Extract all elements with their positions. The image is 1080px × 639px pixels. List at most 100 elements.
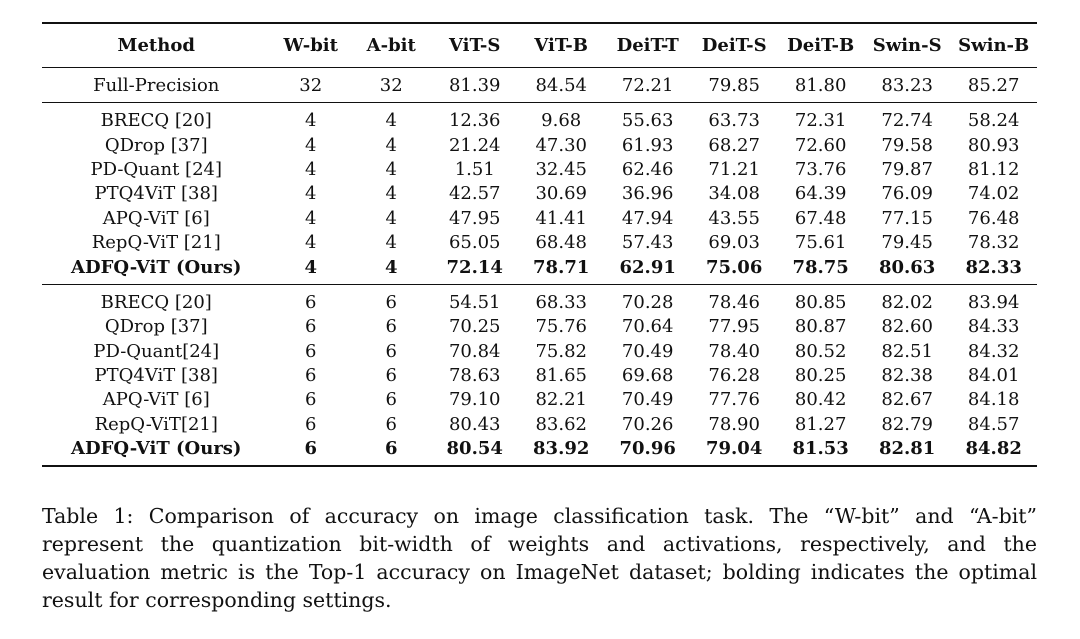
table-caption: Table 1: Comparison of accuracy on image… bbox=[42, 504, 1037, 612]
value-cell: 72.60 bbox=[794, 134, 847, 156]
value-cell: 4 bbox=[305, 110, 317, 132]
method-cell: ADFQ-ViT (Ours) bbox=[71, 256, 242, 278]
value-cell: 4 bbox=[305, 232, 317, 254]
value-cell: 63.73 bbox=[708, 110, 760, 132]
value-cell: 82.67 bbox=[881, 389, 933, 411]
value-cell: 41.41 bbox=[535, 207, 587, 229]
value-cell: 4 bbox=[385, 158, 397, 180]
table-row: PTQ4ViT [38] 4 4 42.57 30.69 36.96 34.08 64.39 7… bbox=[42, 182, 1037, 206]
value-cell: 84.01 bbox=[967, 365, 1020, 387]
value-cell: 6 bbox=[385, 365, 397, 387]
value-cell: 78.71 bbox=[533, 256, 590, 278]
value-cell: 82.02 bbox=[881, 291, 933, 313]
value-cell: 70.49 bbox=[621, 389, 674, 411]
value-cell: 77.95 bbox=[708, 316, 760, 338]
column-header-wbit: W-bit bbox=[283, 35, 338, 56]
value-cell: 6 bbox=[385, 413, 397, 435]
value-cell: 4 bbox=[305, 207, 317, 229]
value-cell: 4 bbox=[385, 207, 397, 229]
value-cell: 80.54 bbox=[446, 438, 503, 460]
value-cell: 84.18 bbox=[967, 389, 1020, 411]
value-cell: 57.43 bbox=[621, 232, 674, 254]
value-cell: 6 bbox=[305, 389, 317, 411]
value-cell: 80.25 bbox=[794, 365, 847, 387]
value-cell: 72.31 bbox=[794, 110, 847, 132]
value-cell: 6 bbox=[305, 365, 317, 387]
value-cell: 6 bbox=[305, 291, 317, 313]
value-cell: 78.46 bbox=[708, 291, 760, 313]
value-cell: 84.57 bbox=[967, 413, 1020, 435]
value-cell: 68.48 bbox=[535, 232, 587, 254]
value-cell: 4 bbox=[385, 134, 397, 156]
value-cell: 77.15 bbox=[881, 207, 933, 229]
value-cell: 83.23 bbox=[881, 74, 933, 96]
table-row: QDrop [37] 4 4 21.24 47.30 61.93 68.27 72.60 79.… bbox=[42, 133, 1037, 157]
value-cell: 84.54 bbox=[535, 74, 587, 96]
value-cell: 6 bbox=[304, 438, 317, 460]
value-cell: 80.85 bbox=[794, 291, 847, 313]
value-cell: 32 bbox=[299, 74, 323, 96]
table-row: PTQ4ViT [38] 6 6 78.63 81.65 69.68 76.28 80.25 8… bbox=[42, 364, 1037, 388]
value-cell: 4 bbox=[385, 232, 397, 254]
method-cell: PD-Quant [24] bbox=[90, 158, 223, 180]
full-precision-group: Full-Precision 32 32 81.39 84.54 72.21 7… bbox=[42, 68, 1037, 103]
method-cell: QDrop [37] bbox=[104, 134, 208, 156]
table-row: APQ-ViT [6] 6 6 79.10 82.21 70.49 77.76 80.42 82… bbox=[42, 388, 1037, 412]
value-cell: 81.39 bbox=[448, 74, 501, 96]
value-cell: 4 bbox=[305, 183, 317, 205]
value-cell: 78.32 bbox=[967, 232, 1020, 254]
value-cell: 84.33 bbox=[967, 316, 1020, 338]
value-cell: 6 bbox=[385, 316, 397, 338]
value-cell: 85.27 bbox=[967, 74, 1020, 96]
value-cell: 78.40 bbox=[708, 340, 760, 362]
table-row: ADFQ-ViT (Ours) 6 6 80.54 83.92 70.96 79.04 81.… bbox=[42, 437, 1037, 467]
table-row: BRECQ [20] 6 6 54.51 68.33 70.28 78.46 80.85 82.… bbox=[42, 284, 1037, 315]
value-cell: 70.49 bbox=[621, 340, 674, 362]
value-cell: 70.28 bbox=[621, 291, 674, 313]
results-table: Method W-bit A-bit ViT-S ViT-B DeiT-T De… bbox=[42, 22, 1037, 467]
value-cell: 78.75 bbox=[792, 256, 849, 278]
table-row: PD-Quant [24] 4 4 1.51 32.45 62.46 71.21 73.76 7… bbox=[42, 158, 1037, 182]
value-cell: 82.60 bbox=[881, 316, 933, 338]
method-cell: BRECQ [20] bbox=[100, 110, 212, 132]
value-cell: 80.42 bbox=[794, 389, 847, 411]
value-cell: 81.53 bbox=[792, 438, 849, 460]
value-cell: 80.87 bbox=[794, 316, 847, 338]
value-cell: 73.76 bbox=[794, 158, 847, 180]
value-cell: 81.27 bbox=[794, 413, 847, 435]
value-cell: 58.24 bbox=[967, 110, 1020, 132]
value-cell: 47.95 bbox=[448, 207, 501, 229]
method-cell: PTQ4ViT [38] bbox=[94, 183, 218, 205]
value-cell: 36.96 bbox=[621, 183, 674, 205]
table-row-full-precision: Full-Precision 32 32 81.39 84.54 72.21 7… bbox=[42, 68, 1037, 103]
value-cell: 84.82 bbox=[965, 438, 1022, 460]
value-cell: 81.65 bbox=[535, 365, 587, 387]
value-cell: 6 bbox=[305, 340, 317, 362]
value-cell: 81.80 bbox=[794, 74, 847, 96]
value-cell: 82.79 bbox=[881, 413, 933, 435]
value-cell: 84.32 bbox=[967, 340, 1020, 362]
method-cell: ADFQ-ViT (Ours) bbox=[71, 438, 242, 460]
method-cell: Full-Precision bbox=[93, 74, 220, 96]
value-cell: 42.57 bbox=[448, 183, 501, 205]
value-cell: 78.63 bbox=[448, 365, 501, 387]
value-cell: 78.90 bbox=[708, 413, 760, 435]
value-cell: 80.63 bbox=[878, 256, 936, 278]
value-cell: 70.84 bbox=[448, 340, 501, 362]
value-cell: 4 bbox=[305, 134, 317, 156]
value-cell: 4 bbox=[305, 158, 317, 180]
results-table-container: Method W-bit A-bit ViT-S ViT-B DeiT-T De… bbox=[42, 22, 1037, 467]
value-cell: 76.28 bbox=[708, 365, 760, 387]
value-cell: 82.33 bbox=[965, 256, 1022, 278]
value-cell: 65.05 bbox=[448, 232, 501, 254]
value-cell: 80.93 bbox=[967, 134, 1020, 156]
value-cell: 62.46 bbox=[621, 158, 674, 180]
value-cell: 47.30 bbox=[535, 134, 587, 156]
value-cell: 72.21 bbox=[621, 74, 674, 96]
value-cell: 6 bbox=[305, 316, 317, 338]
method-cell: BRECQ [20] bbox=[100, 291, 212, 313]
value-cell: 69.68 bbox=[621, 365, 674, 387]
value-cell: 69.03 bbox=[708, 232, 760, 254]
value-cell: 76.48 bbox=[967, 207, 1020, 229]
value-cell: 34.08 bbox=[708, 183, 760, 205]
